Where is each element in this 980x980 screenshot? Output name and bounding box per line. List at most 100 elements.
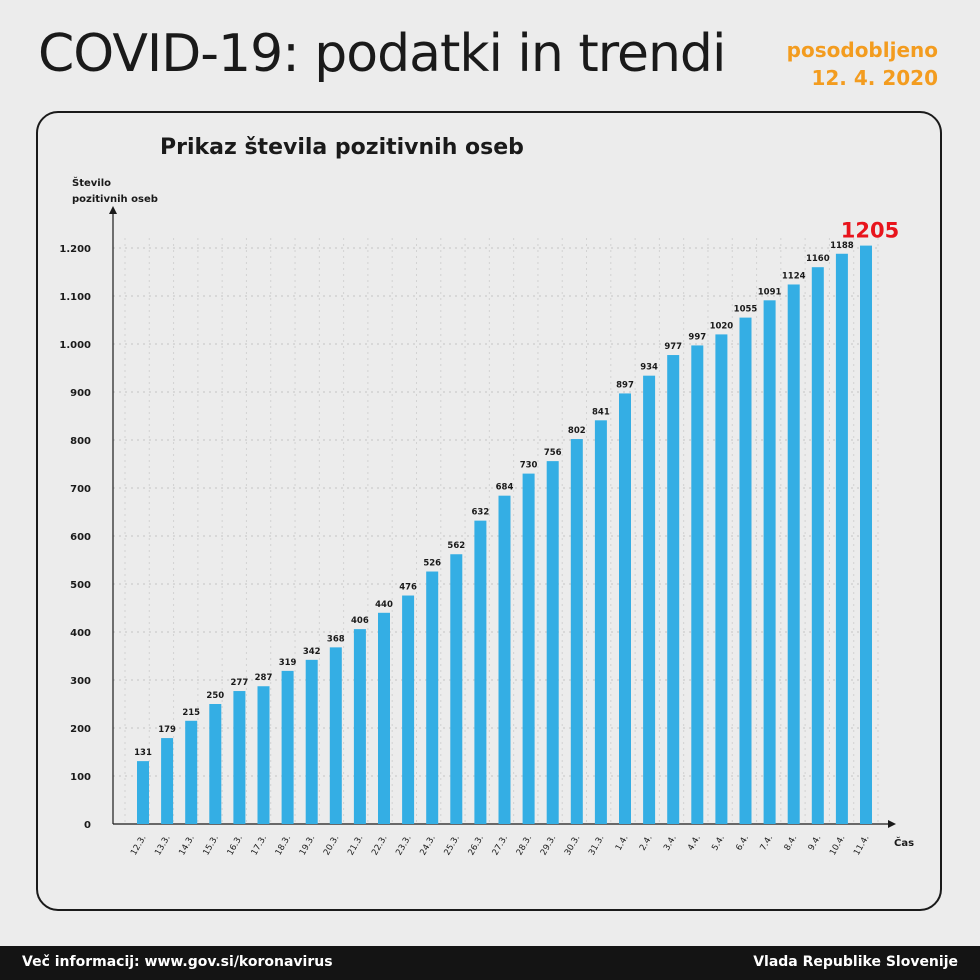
bar (594, 420, 607, 824)
y-tick-label: 0 (84, 820, 91, 831)
y-tick-label: 500 (70, 580, 91, 591)
y-tick-label: 600 (70, 532, 91, 543)
footer: Več informacij: www.gov.si/koronavirus V… (0, 946, 980, 980)
bar (353, 629, 366, 824)
bar-value-label: 476 (399, 583, 417, 593)
x-tick-label: 3.4. (662, 834, 679, 853)
page-title: COVID-19: podatki in trendi (38, 24, 726, 84)
x-tick-label: 10.4. (828, 834, 847, 858)
x-tick-label: 17.3. (250, 834, 269, 858)
x-tick-label: 18.3. (274, 834, 293, 858)
y-tick-label: 1.100 (59, 292, 91, 303)
bar-value-label: 1091 (758, 287, 782, 297)
bar-value-label: 1188 (830, 241, 854, 251)
bar (546, 461, 559, 824)
x-tick-label: 9.4. (807, 834, 824, 853)
x-tick-label: 31.3. (587, 834, 606, 858)
y-axis-label: Število pozitivnih oseb (72, 178, 158, 205)
bar (787, 284, 800, 825)
x-tick-label: 23.3. (394, 834, 413, 858)
y-tick-label: 100 (70, 772, 91, 783)
x-axis-arrow (888, 820, 896, 828)
bar (570, 439, 583, 824)
x-tick-label: 28.3. (515, 834, 534, 858)
footer-brand: Vlada Republike Slovenije (753, 954, 958, 970)
x-tick-label: 14.3. (177, 834, 196, 858)
updated-date: 12. 4. 2020 (811, 66, 938, 90)
bar-value-label: 287 (255, 673, 273, 683)
x-tick-label: 26.3. (467, 834, 486, 858)
x-tick-label: 27.3. (491, 834, 510, 858)
bar-value-label: 684 (496, 483, 514, 493)
x-tick-label: 24.3. (418, 834, 437, 858)
bar-value-label: 1020 (710, 321, 734, 331)
bar (402, 595, 415, 824)
bar (763, 300, 776, 824)
bar-value-label: 319 (279, 658, 297, 668)
bar (474, 520, 487, 824)
bar-value-label: 179 (158, 725, 176, 735)
bar (811, 267, 824, 824)
update-info: posodobljeno 12. 4. 2020 (787, 36, 938, 92)
x-tick-label: 2.4. (638, 834, 655, 853)
x-tick-label: 7.4. (758, 834, 775, 853)
y-tick-label: 1.200 (59, 244, 91, 255)
y-tick-label: 1.000 (59, 340, 91, 351)
bar (619, 393, 631, 824)
x-tick-label: 19.3. (298, 834, 317, 858)
bar (378, 612, 390, 824)
bar (450, 554, 463, 824)
bar (281, 670, 294, 824)
bar (739, 317, 752, 824)
chart-title: Prikaz števila pozitivnih oseb (160, 135, 524, 160)
bar-value-label: 632 (472, 508, 490, 518)
x-tick-label: 30.3. (563, 834, 582, 858)
x-tick-label: 5.4. (710, 834, 727, 853)
updated-label: posodobljeno (786, 38, 938, 62)
x-tick-label: 25.3. (442, 834, 461, 858)
x-tick-label: 21.3. (346, 834, 365, 858)
bar-value-label: 997 (688, 332, 706, 342)
x-tick-label: 13.3. (153, 834, 172, 858)
bar (835, 253, 848, 824)
y-tick-label: 200 (70, 724, 91, 735)
bar-value-label: 440 (375, 600, 393, 610)
y-tick-label: 400 (70, 628, 91, 639)
bar-value-label: 756 (544, 448, 562, 458)
bar-value-label: 1055 (734, 305, 758, 315)
bar-value-label: 802 (568, 426, 586, 436)
bar (233, 691, 246, 824)
y-tick-label: 700 (70, 484, 91, 495)
bar-value-label: 730 (520, 461, 538, 471)
bar (426, 571, 439, 824)
x-tick-label: 6.4. (734, 834, 751, 853)
bar (643, 375, 656, 824)
bar (209, 704, 222, 824)
bar (185, 720, 198, 824)
x-tick-label: 16.3. (226, 834, 245, 858)
bar (137, 761, 149, 824)
highlight-value-label: 1205 (841, 219, 899, 243)
bar (522, 473, 535, 824)
y-tick-label: 800 (70, 436, 91, 447)
bar-value-label: 277 (231, 678, 249, 688)
bar (860, 245, 872, 825)
bar-value-label: 934 (640, 363, 658, 373)
x-tick-label: 22.3. (370, 834, 389, 858)
bar-value-label: 562 (447, 541, 465, 551)
y-axis-arrow (109, 206, 117, 214)
footer-info-link[interactable]: Več informacij: www.gov.si/koronavirus (22, 954, 333, 970)
x-tick-label: 15.3. (201, 834, 220, 858)
bar-value-label: 897 (616, 380, 634, 390)
bar (715, 334, 728, 824)
x-tick-label: 1.4. (614, 834, 631, 853)
bar-value-label: 841 (592, 407, 610, 417)
bar (257, 686, 270, 824)
bar (161, 738, 174, 824)
bar-value-label: 250 (206, 691, 224, 701)
bar-value-label: 977 (664, 342, 682, 352)
bar-value-label: 1160 (806, 254, 830, 264)
x-tick-label: 29.3. (539, 834, 558, 858)
x-axis-label: Čas (894, 836, 914, 849)
bar (329, 647, 342, 824)
